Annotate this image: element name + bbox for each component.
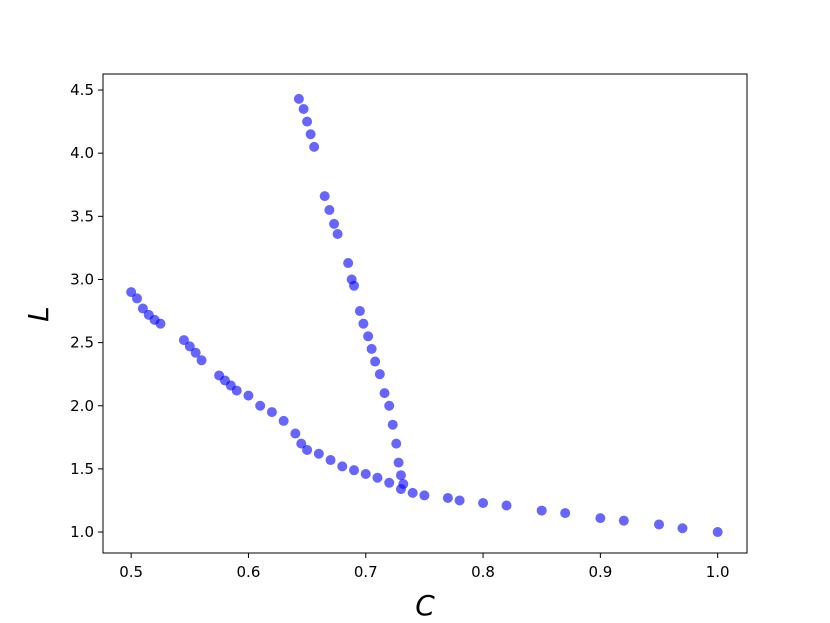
point bbox=[132, 293, 143, 304]
point bbox=[391, 438, 402, 449]
point bbox=[379, 388, 390, 399]
point bbox=[313, 448, 324, 459]
point bbox=[349, 280, 360, 291]
point bbox=[398, 479, 409, 490]
point bbox=[137, 303, 148, 314]
point bbox=[178, 335, 189, 346]
point bbox=[184, 341, 195, 352]
x-tick-label: 1.0 bbox=[706, 563, 730, 581]
point bbox=[354, 306, 365, 317]
point bbox=[325, 455, 336, 466]
point bbox=[395, 470, 406, 481]
y-tick-label: 2.0 bbox=[70, 397, 94, 415]
point bbox=[337, 461, 348, 472]
plot-frame bbox=[102, 73, 748, 554]
point bbox=[190, 347, 201, 358]
point bbox=[302, 444, 313, 455]
x-tick-label: 0.8 bbox=[471, 563, 495, 581]
x-tick-label: 0.6 bbox=[237, 563, 261, 581]
x-tick-label: 0.5 bbox=[119, 563, 143, 581]
point bbox=[618, 515, 629, 526]
point bbox=[536, 505, 547, 516]
y-tick-label: 4.0 bbox=[70, 144, 94, 162]
x-tick-label: 0.7 bbox=[354, 563, 378, 581]
point bbox=[290, 428, 301, 439]
point bbox=[332, 229, 343, 240]
point bbox=[677, 523, 688, 534]
point bbox=[442, 492, 453, 503]
point bbox=[384, 400, 395, 411]
y-tick-label: 1.0 bbox=[70, 523, 94, 541]
point bbox=[374, 369, 385, 380]
point bbox=[155, 318, 166, 329]
y-tick-label: 4.5 bbox=[70, 81, 94, 99]
point bbox=[419, 490, 430, 501]
point bbox=[302, 116, 313, 127]
point bbox=[595, 513, 606, 524]
point bbox=[360, 468, 371, 479]
point bbox=[298, 103, 309, 114]
point bbox=[363, 331, 374, 342]
point bbox=[366, 343, 377, 354]
point bbox=[501, 500, 512, 511]
point bbox=[278, 415, 289, 426]
point bbox=[358, 318, 369, 329]
point bbox=[393, 457, 404, 468]
point bbox=[305, 129, 316, 140]
point bbox=[372, 472, 383, 483]
point bbox=[324, 205, 335, 216]
y-tick-label: 3.5 bbox=[70, 207, 94, 225]
y-tick-label: 3.0 bbox=[70, 270, 94, 288]
point bbox=[384, 477, 395, 488]
point bbox=[266, 407, 277, 418]
point bbox=[343, 258, 354, 269]
point bbox=[231, 385, 242, 396]
point bbox=[196, 355, 207, 366]
point bbox=[293, 93, 304, 104]
point bbox=[309, 141, 320, 152]
point bbox=[296, 438, 307, 449]
y-axis-label: L bbox=[22, 306, 55, 322]
point bbox=[243, 390, 254, 401]
point bbox=[255, 400, 266, 411]
x-tick-label: 0.9 bbox=[588, 563, 612, 581]
point bbox=[349, 465, 360, 476]
x-axis-label: C bbox=[415, 589, 435, 622]
point bbox=[319, 191, 330, 202]
point bbox=[126, 287, 137, 298]
point bbox=[407, 487, 418, 498]
point bbox=[387, 419, 398, 430]
y-tick-label: 2.5 bbox=[70, 334, 94, 352]
y-tick-label: 1.5 bbox=[70, 460, 94, 478]
point bbox=[560, 508, 571, 519]
point bbox=[329, 218, 340, 229]
point bbox=[454, 495, 465, 506]
point bbox=[370, 356, 381, 367]
point bbox=[712, 527, 723, 538]
point bbox=[654, 519, 665, 530]
point bbox=[478, 497, 489, 508]
